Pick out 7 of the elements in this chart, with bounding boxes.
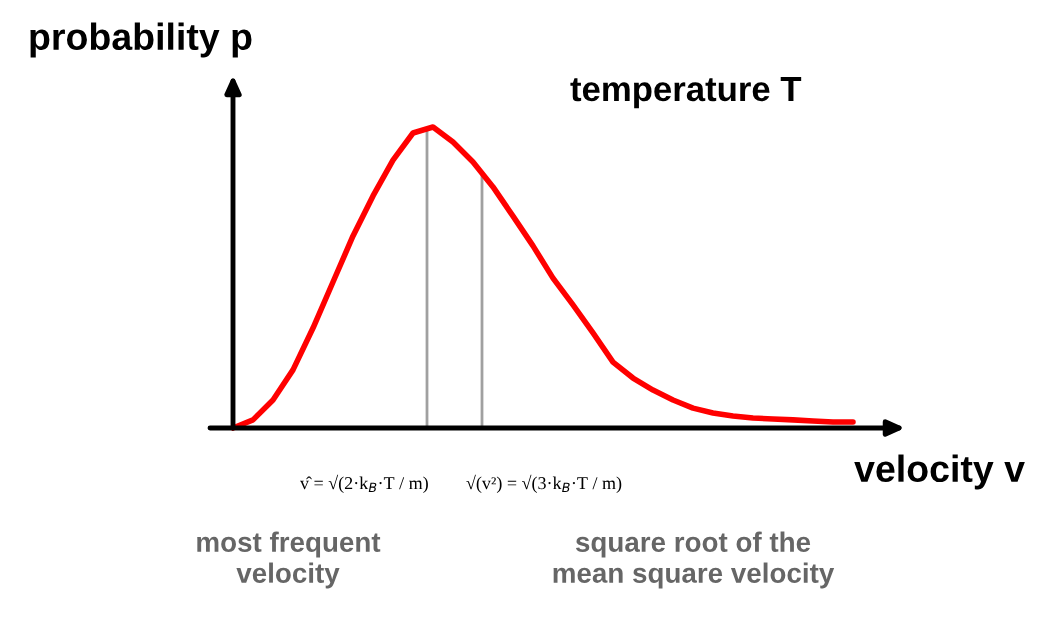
y-axis-title: probability p xyxy=(30,22,252,58)
text: most frequent velocity xyxy=(197,531,381,589)
chart-title: temperature T xyxy=(570,77,802,109)
text: v̂ = √(2·k$_{B}$·T / m) xyxy=(300,474,428,493)
text: square root of the mean square velocity xyxy=(553,531,835,589)
x-axis-title: velocity v xyxy=(854,454,1025,490)
text: √(v²) = √(3·k$_{B}$·T / m) xyxy=(466,474,622,493)
